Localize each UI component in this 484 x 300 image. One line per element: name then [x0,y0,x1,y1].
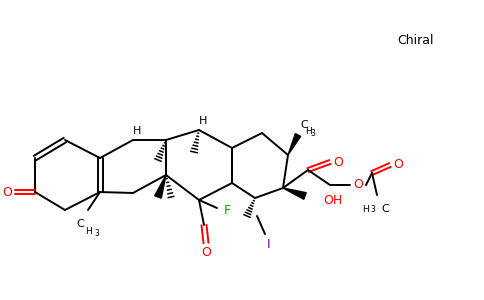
Text: H: H [133,126,141,136]
Text: O: O [393,158,403,172]
Text: Chiral: Chiral [397,34,433,46]
Text: OH: OH [323,194,342,206]
Text: H: H [199,116,207,126]
Text: C: C [381,204,389,214]
Text: H: H [304,127,311,136]
Text: O: O [353,178,363,191]
Text: H: H [362,205,369,214]
Text: F: F [224,203,230,217]
Text: H: H [86,227,92,236]
Polygon shape [283,188,306,199]
Text: O: O [201,247,211,260]
Text: O: O [2,185,12,199]
Text: O: O [333,155,343,169]
Text: C: C [300,120,308,130]
Text: I: I [267,238,271,250]
Polygon shape [155,175,166,198]
Text: 3: 3 [371,205,376,214]
Text: 3: 3 [94,230,99,238]
Polygon shape [288,134,301,155]
Text: 3: 3 [311,128,316,137]
Text: C: C [76,219,84,229]
